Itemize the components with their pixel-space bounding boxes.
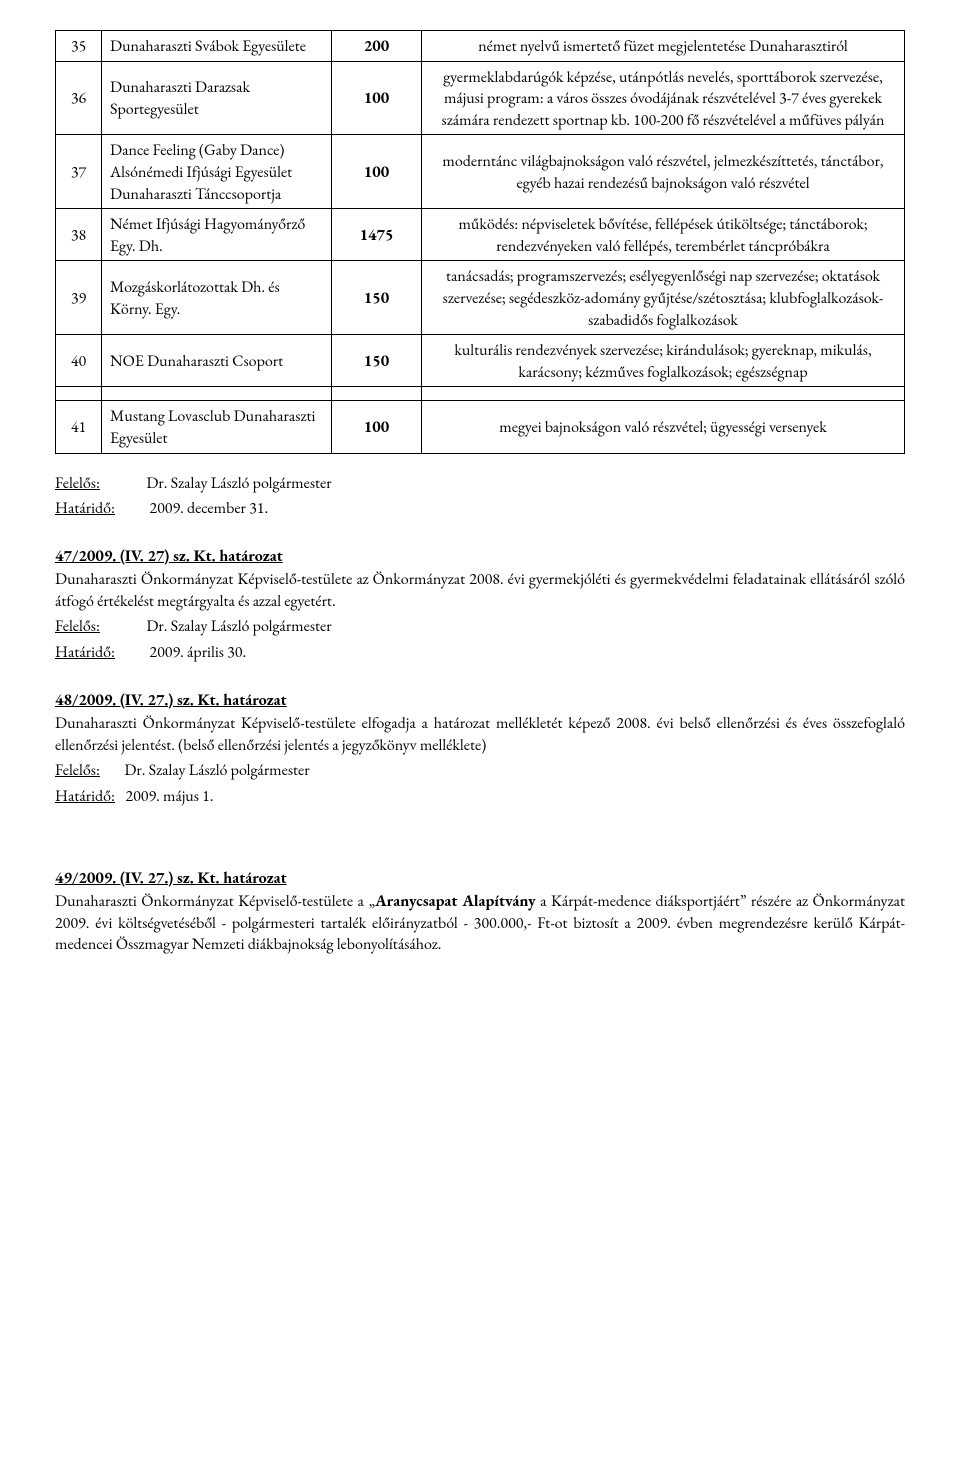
row-org: Mustang Lovasclub Dunaharaszti Egyesület <box>102 401 332 453</box>
hatarido-value: 2009. május 1. <box>125 785 213 806</box>
felelos-value: Dr. Szalay László polgármester <box>146 472 331 493</box>
table-row: 40 NOE Dunaharaszti Csoport 150 kulturál… <box>56 335 905 387</box>
table-row: 41 Mustang Lovasclub Dunaharaszti Egyesü… <box>56 401 905 453</box>
row-org: Dunaharaszti Darazsak Sportegyesület <box>102 61 332 135</box>
row-number: 37 <box>56 135 102 209</box>
resolution-49-title: 49/2009. (IV. 27.) sz. Kt. határozat <box>55 867 905 889</box>
table-row: 37 Dance Feeling (Gaby Dance) Alsónémedi… <box>56 135 905 209</box>
row-desc: német nyelvű ismertető füzet megjelentet… <box>422 31 905 62</box>
row-org: Német Ifjúsági Hagyományőrző Egy. Dh. <box>102 209 332 261</box>
felelos-label: Felelős: <box>55 615 100 637</box>
table-row: 38 Német Ifjúsági Hagyományőrző Egy. Dh.… <box>56 209 905 261</box>
hatarido-value: 2009. december 31. <box>149 497 268 518</box>
felelos-label: Felelős: <box>55 472 100 494</box>
row-value: 150 <box>332 261 422 335</box>
resolution-47-body: Dunaharaszti Önkormányzat Képviselő-test… <box>55 568 905 611</box>
row-desc: kulturális rendezvények szervezése; kirá… <box>422 335 905 387</box>
row-number: 36 <box>56 61 102 135</box>
felelos-value: Dr. Szalay László polgármester <box>146 615 331 636</box>
hatarido-value: 2009. április 30. <box>149 641 246 662</box>
row-org: Mozgáskorlátozottak Dh. és Körny. Egy. <box>102 261 332 335</box>
table-row: 36 Dunaharaszti Darazsak Sportegyesület … <box>56 61 905 135</box>
table-spacer <box>56 387 905 401</box>
row-number: 41 <box>56 401 102 453</box>
resolution-49-body-bold: Aranycsapat Alapítvány <box>375 890 536 911</box>
row-value: 1475 <box>332 209 422 261</box>
felelos-value: Dr. Szalay László polgármester <box>124 759 309 780</box>
row-value: 150 <box>332 335 422 387</box>
row-number: 38 <box>56 209 102 261</box>
row-number: 40 <box>56 335 102 387</box>
row-value: 100 <box>332 61 422 135</box>
resolution-49-body-pre: Dunaharaszti Önkormányzat Képviselő-test… <box>55 890 375 911</box>
row-org: NOE Dunaharaszti Csoport <box>102 335 332 387</box>
row-value: 100 <box>332 135 422 209</box>
resolution-49: 49/2009. (IV. 27.) sz. Kt. határozat Dun… <box>55 867 905 955</box>
row-desc: működés: népviseletek bővítése, fellépés… <box>422 209 905 261</box>
hatarido-label: Határidő: <box>55 641 115 663</box>
resolution-48-body: Dunaharaszti Önkormányzat Képviselő-test… <box>55 712 905 755</box>
row-number: 35 <box>56 31 102 62</box>
table-row: 35 Dunaharaszti Svábok Egyesülete 200 né… <box>56 31 905 62</box>
row-desc: tanácsadás; programszervezés; esélyegyen… <box>422 261 905 335</box>
row-org: Dance Feeling (Gaby Dance) Alsónémedi If… <box>102 135 332 209</box>
row-value: 200 <box>332 31 422 62</box>
row-desc: gyermeklabdarúgók képzése, utánpótlás ne… <box>422 61 905 135</box>
resolution-47: 47/2009. (IV. 27) sz. Kt. határozat Duna… <box>55 545 905 663</box>
table-row: 39 Mozgáskorlátozottak Dh. és Körny. Egy… <box>56 261 905 335</box>
row-desc: megyei bajnokságon való részvétel; ügyes… <box>422 401 905 453</box>
hatarido-label: Határidő: <box>55 785 115 807</box>
resolution-48-title: 48/2009. (IV. 27.) sz. Kt. határozat <box>55 689 905 711</box>
hatarido-label: Határidő: <box>55 497 115 519</box>
resolution-49-body: Dunaharaszti Önkormányzat Képviselő-test… <box>55 890 905 955</box>
row-org: Dunaharaszti Svábok Egyesülete <box>102 31 332 62</box>
row-desc: moderntánc világbajnokságon való részvét… <box>422 135 905 209</box>
resolution-47-title: 47/2009. (IV. 27) sz. Kt. határozat <box>55 545 905 567</box>
resolution-48: 48/2009. (IV. 27.) sz. Kt. határozat Dun… <box>55 689 905 807</box>
row-value: 100 <box>332 401 422 453</box>
felelos-label: Felelős: <box>55 759 100 781</box>
row-number: 39 <box>56 261 102 335</box>
grants-table: 35 Dunaharaszti Svábok Egyesülete 200 né… <box>55 30 905 454</box>
meta-block-1: Felelős: Dr. Szalay László polgármester … <box>55 472 905 519</box>
